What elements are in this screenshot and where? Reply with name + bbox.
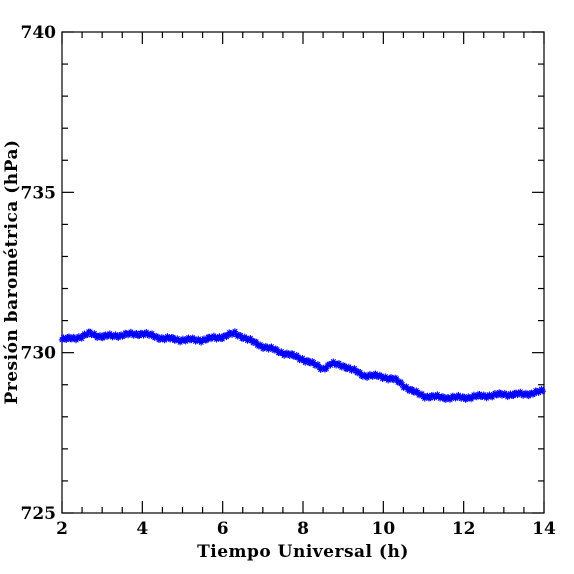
data-points bbox=[58, 328, 546, 403]
x-tick-label: 10 bbox=[371, 519, 395, 539]
tick-labels: 2 4 6 8 10 12 14 725 730 735 740 bbox=[21, 23, 556, 539]
y-axis-title: Presión barométrica (hPa) bbox=[2, 139, 22, 404]
x-axis-title: Tiempo Universal (h) bbox=[197, 542, 409, 562]
x-tick-label: 8 bbox=[297, 519, 309, 539]
x-tick-label: 2 bbox=[56, 519, 68, 539]
data-point-marker bbox=[304, 357, 312, 364]
y-tick-label: 735 bbox=[21, 183, 57, 203]
x-tick-label: 12 bbox=[452, 519, 476, 539]
y-tick-label: 740 bbox=[21, 23, 57, 43]
data-point-marker bbox=[539, 387, 546, 395]
x-tick-label: 4 bbox=[136, 519, 148, 539]
x-tick-label: 6 bbox=[217, 519, 229, 539]
axis-ticks bbox=[61, 31, 545, 514]
x-tick-label: 14 bbox=[532, 519, 556, 539]
data-point-marker bbox=[91, 330, 98, 337]
y-tick-label: 730 bbox=[21, 344, 57, 364]
plot-frame bbox=[61, 31, 545, 514]
y-tick-label: 725 bbox=[21, 504, 57, 524]
